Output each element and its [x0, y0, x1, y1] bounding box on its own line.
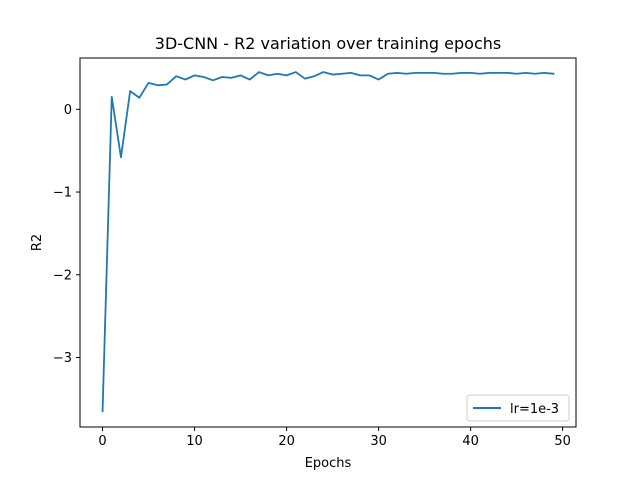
- legend: lr=1e-3: [466, 394, 570, 422]
- x-axis-label: Epochs: [305, 456, 352, 471]
- y-tick-label: −3: [53, 351, 72, 366]
- x-tick-label: 50: [554, 434, 571, 449]
- chart-title: 3D-CNN - R2 variation over training epoc…: [155, 34, 501, 53]
- x-tick-label: 10: [186, 434, 203, 449]
- x-tick-label: 30: [370, 434, 387, 449]
- legend-box: [466, 394, 570, 422]
- y-axis-label: R2: [30, 234, 45, 251]
- series-line-lr-1e-3: [101, 71, 555, 413]
- legend-label-lr-1e-3: lr=1e-3: [510, 402, 559, 417]
- y-tick-label: 0: [64, 103, 72, 118]
- y-tick-label: −2: [53, 268, 72, 283]
- x-tick-label: 20: [278, 434, 295, 449]
- x-tick-label: 40: [462, 434, 479, 449]
- x-tick-label: 0: [98, 434, 106, 449]
- y-tick-label: −1: [53, 186, 72, 201]
- x-axis-ticks: 0 10 20 30 40 50: [98, 427, 571, 449]
- series-layer: [101, 71, 555, 413]
- plot-area-frame: [79, 57, 577, 428]
- y-axis-ticks: −3 −2 −1 0: [53, 103, 80, 366]
